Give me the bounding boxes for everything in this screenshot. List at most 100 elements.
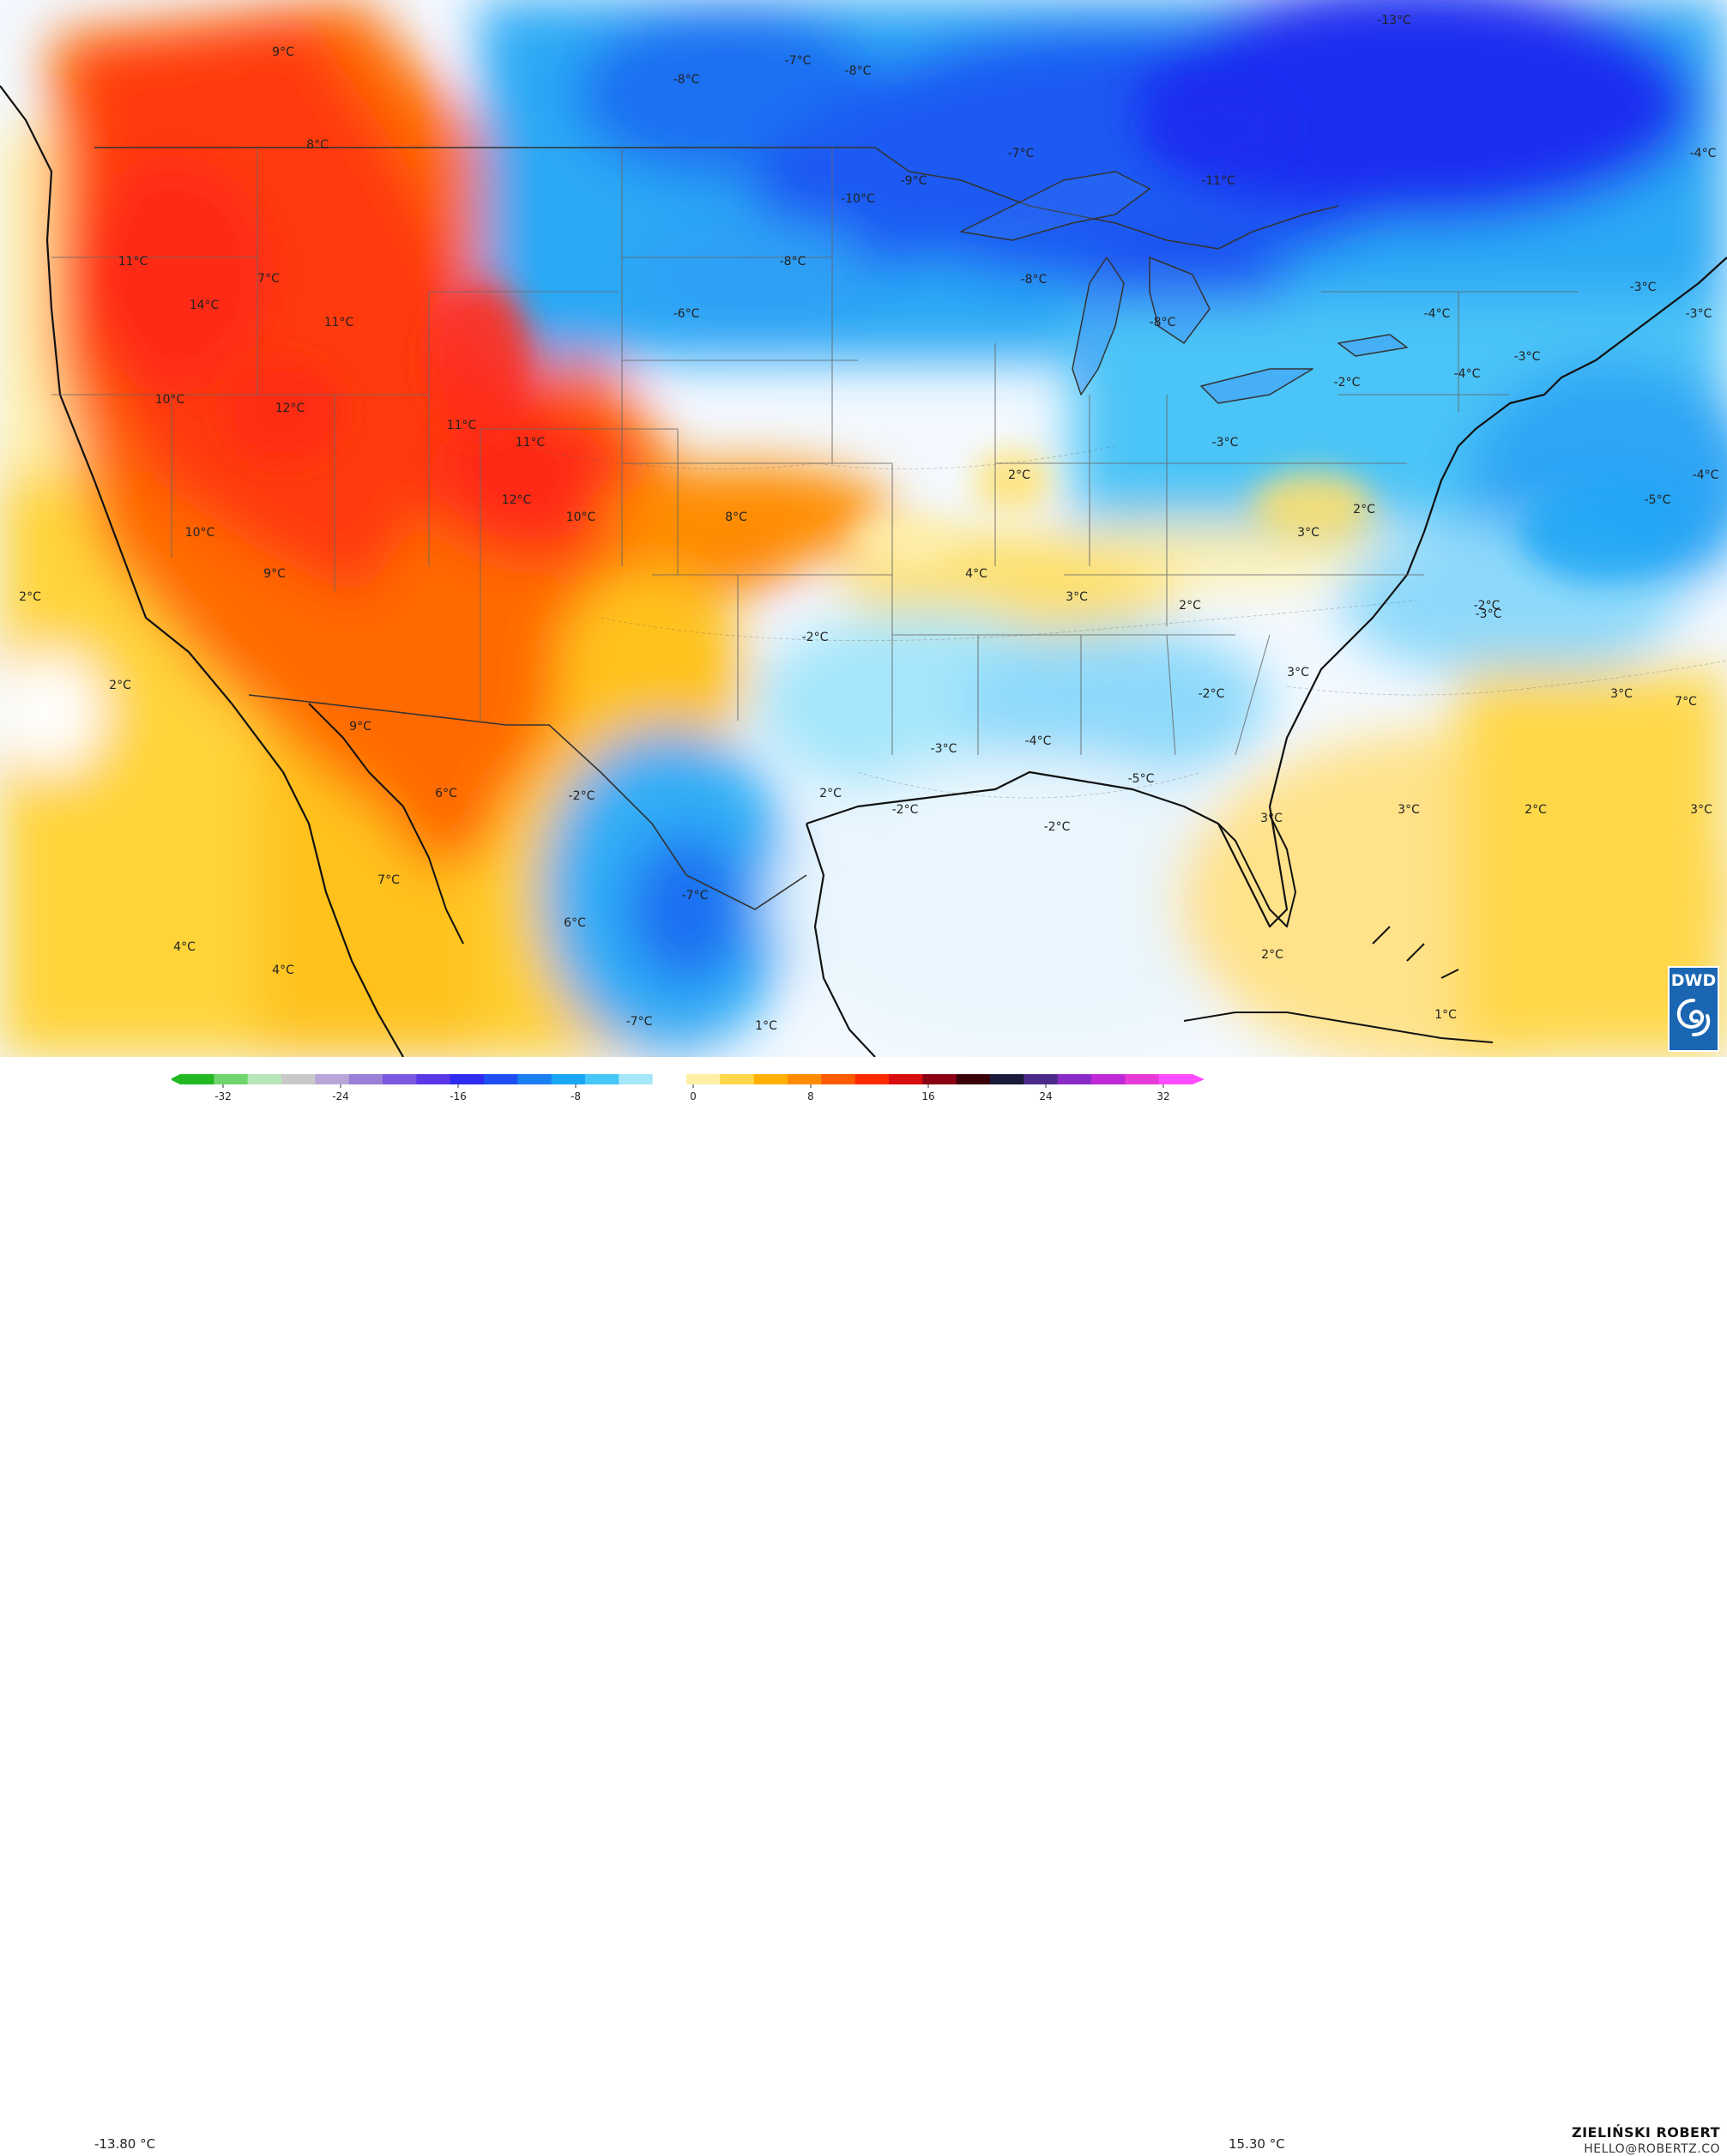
- colorbar-left-arrow: [172, 1074, 180, 1084]
- lake-erie: [1200, 368, 1313, 404]
- temperature-label: 10°C: [155, 393, 185, 407]
- temperature-label: -2°C: [1474, 599, 1501, 613]
- temperature-label: -7°C: [1008, 147, 1035, 160]
- temperature-label: -8°C: [1021, 273, 1048, 287]
- temperature-label: -3°C: [1212, 436, 1239, 450]
- colorbar-tick-label: -16: [450, 1090, 467, 1102]
- lake-michigan: [1072, 257, 1125, 396]
- credit-block: ZIELIŃSKI ROBERT HELLO@ROBERTZ.CO: [1572, 2124, 1720, 2156]
- lake-superior: [960, 171, 1150, 241]
- colorbar-segment: [1125, 1074, 1160, 1084]
- temperature-label: 6°C: [564, 916, 586, 930]
- colorbar-segment: [619, 1074, 654, 1084]
- colorbar-segment: [247, 1074, 282, 1084]
- temperature-label: -10°C: [841, 192, 875, 206]
- temperature-label: 3°C: [1610, 687, 1633, 701]
- temperature-label: 10°C: [185, 526, 215, 540]
- temperature-label: -4°C: [1025, 734, 1052, 748]
- temperature-label: -8°C: [1150, 316, 1176, 329]
- colorbar-segment: [585, 1074, 619, 1084]
- colorbar-segment: [450, 1074, 485, 1084]
- temperature-label: 4°C: [965, 567, 987, 581]
- temperature-label: -9°C: [901, 174, 927, 188]
- cuba: [1183, 1012, 1494, 1043]
- temperature-labels: 9°C 8°C -8°C -7°C -8°C -13°C -7°C -9°C -10°C -11°…: [19, 14, 1718, 1033]
- state-lines: [51, 148, 1579, 756]
- temperature-label: -4°C: [1690, 147, 1717, 160]
- colorbar-segment: [990, 1074, 1024, 1084]
- temperature-label: 8°C: [725, 510, 747, 524]
- temperature-label: -4°C: [1454, 367, 1481, 381]
- temperature-label: 8°C: [306, 138, 329, 152]
- west-coastline: [0, 85, 404, 1057]
- colorbar-segment: [889, 1074, 923, 1084]
- colorbar-segment: [348, 1074, 383, 1084]
- temperature-label: 1°C: [1434, 1008, 1457, 1022]
- temperature-label: -13°C: [1377, 14, 1411, 27]
- temperature-label: 2°C: [19, 590, 41, 604]
- colorbar-segment: [1158, 1074, 1193, 1084]
- colorbar-segment: [517, 1074, 553, 1084]
- colorbar-segment: [416, 1074, 451, 1084]
- temperature-label: 2°C: [1353, 503, 1375, 516]
- temperature-label: -4°C: [1693, 468, 1719, 482]
- colorbar-segment: [383, 1074, 417, 1084]
- canada-border: [94, 147, 1339, 250]
- temperature-label: 3°C: [1690, 803, 1712, 817]
- colorbar-tick-label: -32: [214, 1090, 232, 1102]
- temperature-label: -2°C: [802, 631, 829, 644]
- colorbar-tick-label: 16: [921, 1090, 934, 1102]
- colorbar-segment: [788, 1074, 822, 1084]
- temperature-label: 2°C: [1008, 468, 1030, 482]
- temperature-label: 3°C: [1287, 666, 1309, 679]
- footer: -13.80 °C -32 -24 -16 -8 0 8 16 24 32 15.30 °C Z…: [0, 1057, 1727, 2156]
- temperature-label: 4°C: [173, 940, 196, 954]
- temperature-label: 3°C: [1297, 526, 1319, 540]
- colorbar-segment: [753, 1074, 788, 1084]
- temperature-label: -2°C: [569, 789, 595, 803]
- colorbar-max-value: 15.30 °C: [1229, 2136, 1285, 2152]
- colorbar-segment: [484, 1074, 518, 1084]
- temperature-label: 3°C: [1066, 590, 1088, 604]
- colorbar-segment: [854, 1074, 890, 1084]
- temperature-label: 11°C: [516, 436, 546, 450]
- baja-coast: [308, 703, 464, 945]
- colorbar-segment: [956, 1074, 991, 1084]
- temperature-label: -6°C: [673, 307, 700, 321]
- temperature-label: -2°C: [1199, 687, 1225, 701]
- lake-ontario: [1338, 334, 1408, 357]
- dwd-logo: DWD: [1668, 966, 1719, 1052]
- colorbar-segment: [652, 1074, 687, 1084]
- temperature-label: -8°C: [673, 73, 700, 87]
- colorbar-segment: [922, 1074, 957, 1084]
- author-name: ZIELIŃSKI ROBERT: [1571, 2124, 1720, 2141]
- temperature-label: 2°C: [819, 787, 842, 800]
- colorbar-segment: [821, 1074, 856, 1084]
- colorbar-segment: [315, 1074, 350, 1084]
- temperature-label: 3°C: [1260, 812, 1283, 825]
- colorbar-tick-label: 32: [1156, 1090, 1169, 1102]
- temperature-label: -7°C: [626, 1015, 653, 1029]
- temperature-label: 4°C: [272, 963, 294, 977]
- bahamas: [1372, 926, 1459, 979]
- temperature-label: -4°C: [1424, 307, 1451, 321]
- colorbar-segment: [214, 1074, 249, 1084]
- temperature-label: -8°C: [845, 64, 872, 78]
- temperature-label: -7°C: [785, 54, 812, 68]
- temperature-label: -11°C: [1201, 174, 1235, 188]
- lake-huron: [1149, 257, 1211, 344]
- temperature-label: 2°C: [1179, 599, 1201, 613]
- temperature-map: 9°C 8°C -8°C -7°C -8°C -13°C -7°C -9°C -10°C -11°…: [0, 0, 1727, 1057]
- east-coastline: [1268, 257, 1727, 807]
- contour-lines: [514, 445, 1727, 799]
- florida: [1217, 814, 1296, 927]
- temperature-label: 11°C: [324, 316, 354, 329]
- temperature-label: 14°C: [190, 299, 220, 312]
- detail-blobs: [223, 86, 1690, 583]
- colorbar-segment: [281, 1074, 316, 1084]
- colorbar-segment: [1091, 1074, 1126, 1084]
- temperature-label: 9°C: [349, 720, 371, 734]
- colorbar-tick-label: 0: [690, 1090, 697, 1102]
- logo-text: DWD: [1670, 971, 1717, 990]
- temperature-label: -2°C: [1334, 376, 1361, 390]
